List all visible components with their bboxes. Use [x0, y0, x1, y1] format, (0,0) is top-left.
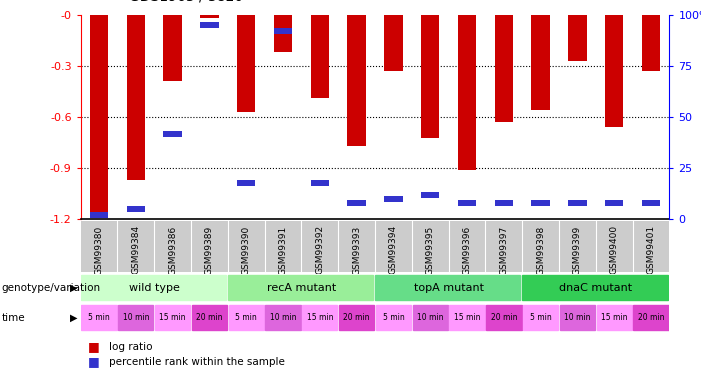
- Text: GSM99398: GSM99398: [536, 225, 545, 274]
- Bar: [458, 15, 476, 170]
- Bar: [569, 15, 587, 61]
- Bar: [311, 15, 329, 99]
- Text: genotype/variation: genotype/variation: [1, 283, 100, 293]
- Text: GSM99396: GSM99396: [463, 225, 472, 274]
- Text: GSM99380: GSM99380: [95, 225, 104, 274]
- Text: GSM99393: GSM99393: [352, 225, 361, 274]
- Bar: [274, 15, 292, 52]
- Bar: [163, 15, 182, 81]
- Bar: [348, 15, 366, 146]
- Text: log ratio: log ratio: [109, 342, 152, 352]
- Text: GSM99394: GSM99394: [389, 225, 398, 274]
- Bar: [384, 15, 402, 71]
- Text: 20 min: 20 min: [196, 314, 223, 322]
- Bar: [81, 275, 226, 300]
- Text: GSM99389: GSM99389: [205, 225, 214, 274]
- Bar: [449, 305, 484, 330]
- Bar: [90, 15, 108, 216]
- Bar: [560, 305, 595, 330]
- Bar: [274, 28, 292, 34]
- Bar: [531, 200, 550, 206]
- Bar: [531, 15, 550, 110]
- Bar: [458, 200, 476, 206]
- Text: 20 min: 20 min: [491, 314, 517, 322]
- Bar: [413, 305, 448, 330]
- Text: GDS1963 / 3820: GDS1963 / 3820: [129, 0, 243, 4]
- Text: GSM99400: GSM99400: [610, 225, 619, 274]
- Bar: [237, 15, 255, 112]
- Text: ■: ■: [88, 340, 100, 353]
- Text: GSM99397: GSM99397: [499, 225, 508, 274]
- Text: GSM99391: GSM99391: [278, 225, 287, 274]
- Text: 20 min: 20 min: [638, 314, 665, 322]
- Bar: [339, 305, 374, 330]
- Text: GSM99390: GSM99390: [242, 225, 251, 274]
- Text: ■: ■: [88, 356, 100, 368]
- Bar: [90, 212, 108, 218]
- Text: 20 min: 20 min: [343, 314, 370, 322]
- Text: 15 min: 15 min: [306, 314, 333, 322]
- Bar: [486, 305, 522, 330]
- Text: 10 min: 10 min: [123, 314, 149, 322]
- Bar: [348, 200, 366, 206]
- Bar: [597, 305, 632, 330]
- Text: GSM99384: GSM99384: [131, 225, 140, 274]
- Bar: [375, 275, 520, 300]
- Bar: [229, 305, 264, 330]
- Bar: [421, 192, 440, 198]
- Bar: [523, 305, 558, 330]
- Text: GSM99386: GSM99386: [168, 225, 177, 274]
- Bar: [569, 200, 587, 206]
- Bar: [311, 180, 329, 186]
- Bar: [118, 305, 154, 330]
- Text: recA mutant: recA mutant: [267, 283, 336, 293]
- Text: 5 min: 5 min: [236, 314, 257, 322]
- Bar: [384, 196, 402, 202]
- Text: 5 min: 5 min: [88, 314, 110, 322]
- Bar: [642, 200, 660, 206]
- Text: wild type: wild type: [129, 283, 179, 293]
- Bar: [642, 15, 660, 71]
- Bar: [127, 15, 145, 180]
- Text: topA mutant: topA mutant: [414, 283, 484, 293]
- Text: GSM99395: GSM99395: [426, 225, 435, 274]
- Bar: [266, 305, 301, 330]
- Bar: [200, 15, 219, 18]
- Bar: [302, 305, 337, 330]
- Bar: [495, 200, 513, 206]
- Text: ▶: ▶: [69, 313, 77, 323]
- Bar: [237, 180, 255, 186]
- Text: 15 min: 15 min: [454, 314, 480, 322]
- Bar: [421, 15, 440, 138]
- Bar: [200, 22, 219, 28]
- Text: 15 min: 15 min: [159, 314, 186, 322]
- Bar: [495, 15, 513, 122]
- Text: 5 min: 5 min: [383, 314, 404, 322]
- Bar: [81, 305, 116, 330]
- Bar: [605, 15, 623, 128]
- Bar: [155, 305, 190, 330]
- Text: ▶: ▶: [69, 283, 77, 293]
- Bar: [605, 200, 623, 206]
- Text: 10 min: 10 min: [564, 314, 591, 322]
- Text: 10 min: 10 min: [270, 314, 297, 322]
- Text: 5 min: 5 min: [530, 314, 552, 322]
- Text: GSM99392: GSM99392: [315, 225, 325, 274]
- Bar: [376, 305, 411, 330]
- Bar: [163, 130, 182, 136]
- Text: dnaC mutant: dnaC mutant: [559, 283, 632, 293]
- Text: 10 min: 10 min: [417, 314, 444, 322]
- Bar: [192, 305, 227, 330]
- Text: time: time: [1, 313, 25, 323]
- Bar: [522, 275, 667, 300]
- Text: GSM99401: GSM99401: [646, 225, 655, 274]
- Text: percentile rank within the sample: percentile rank within the sample: [109, 357, 285, 367]
- Text: GSM99399: GSM99399: [573, 225, 582, 274]
- Bar: [634, 305, 669, 330]
- Text: 15 min: 15 min: [601, 314, 627, 322]
- Bar: [228, 275, 373, 300]
- Bar: [127, 206, 145, 212]
